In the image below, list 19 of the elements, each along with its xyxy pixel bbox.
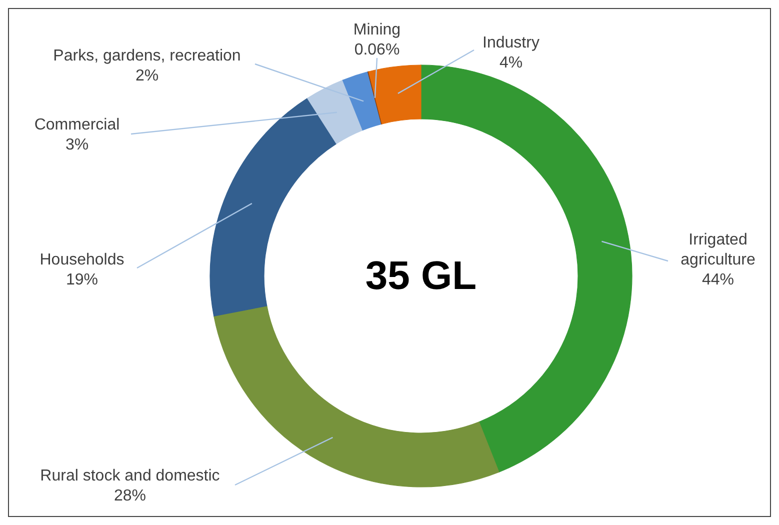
data-label: 0.06% xyxy=(354,42,400,58)
slice-label: Rural stock and domestic xyxy=(40,468,220,484)
donut-slice xyxy=(210,98,337,316)
slice-label: Industry xyxy=(482,34,540,52)
slice-label: Irrigated agriculture xyxy=(680,232,756,268)
donut-slice xyxy=(342,72,382,131)
data-label: 4% xyxy=(499,54,523,72)
text: 35 GL xyxy=(365,254,477,298)
data-label: 28% xyxy=(114,488,146,504)
donut-slice xyxy=(368,64,422,124)
donut-slice xyxy=(307,80,363,144)
data-label: 19% xyxy=(66,272,98,288)
slice-label: Parks, gardens, recreation xyxy=(53,48,241,64)
data-label: 2% xyxy=(135,68,159,84)
slice-label: Households xyxy=(40,252,124,268)
slice-label: Mining xyxy=(353,22,401,38)
slice-label: Commercial xyxy=(34,116,120,134)
data-label: 3% xyxy=(65,136,89,154)
data-label: 44% xyxy=(702,272,734,288)
